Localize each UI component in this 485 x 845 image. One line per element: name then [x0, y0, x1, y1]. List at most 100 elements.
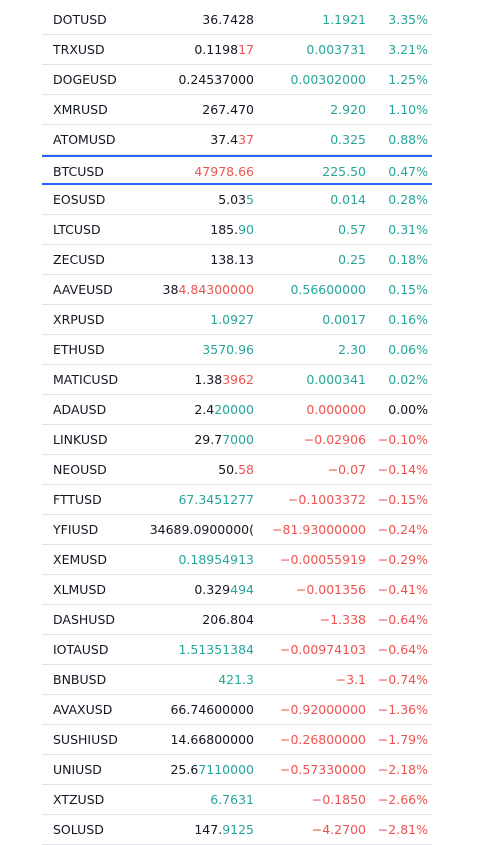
change-percent: 0.02%: [388, 372, 428, 387]
watchlist-row[interactable]: XMRUSD 267.470 2.920 1.10%: [42, 95, 432, 125]
symbol: ETHUSD: [53, 342, 105, 357]
watchlist-row[interactable]: BTCUSD 47978.66 225.50 0.47%: [42, 155, 432, 185]
change: 2.920: [330, 102, 366, 117]
watchlist-row[interactable]: ATOMUSD 37.437 0.325 0.88%: [42, 125, 432, 155]
symbol: ATOMUSD: [53, 132, 116, 147]
watchlist-row[interactable]: SUSHIUSD 14.66800000 −0.26800000 −1.79%: [42, 725, 432, 755]
price-part: 5.03: [218, 192, 247, 207]
price-part: 0.18954913: [178, 552, 254, 567]
symbol: AAVEUSD: [53, 282, 113, 297]
watchlist-row[interactable]: DOGEUSD 0.24537000 0.00302000 1.25%: [42, 65, 432, 95]
price-part: 17: [238, 42, 254, 57]
change-percent: 0.88%: [388, 132, 428, 147]
symbol: SUSHIUSD: [53, 732, 118, 747]
watchlist-row[interactable]: ADAUSD 2.420000 0.000000 0.00%: [42, 395, 432, 425]
watchlist-row[interactable]: ETHUSD 3570.96 2.30 0.06%: [42, 335, 432, 365]
price-part: 3962: [222, 372, 254, 387]
watchlist-row[interactable]: AAVEUSD 384.84300000 0.56600000 0.15%: [42, 275, 432, 305]
last-price: 50.58: [218, 455, 254, 484]
change-percent: 3.21%: [388, 42, 428, 57]
change: 0.014: [330, 192, 366, 207]
change-percent: 0.06%: [388, 342, 428, 357]
price-part: 14.66800000: [170, 732, 254, 747]
symbol: LINKUSD: [53, 432, 108, 447]
price-part: 7110000: [198, 762, 254, 777]
last-price: 206.804: [202, 605, 254, 634]
symbol: EOSUSD: [53, 192, 106, 207]
watchlist-row[interactable]: SOLUSD 147.9125 −4.2700 −2.81%: [42, 815, 432, 845]
watchlist-row[interactable]: FTTUSD 67.3451277 −0.1003372 −0.15%: [42, 485, 432, 515]
change: −0.001356: [295, 582, 366, 597]
watchlist-row[interactable]: YFIUSD 34689.0900000(−81.93000000 −0.24%: [42, 515, 432, 545]
price-part: 138.13: [210, 252, 254, 267]
change-percent: −2.66%: [377, 792, 428, 807]
watchlist-row[interactable]: NEOUSD 50.58 −0.07 −0.14%: [42, 455, 432, 485]
watchlist-row[interactable]: EOSUSD 5.035 0.014 0.28%: [42, 185, 432, 215]
symbol: DASHUSD: [53, 612, 115, 627]
watchlist-row[interactable]: BNBUSD 421.3 −3.1 −0.74%: [42, 665, 432, 695]
price-part: 38: [162, 282, 179, 297]
watchlist-row[interactable]: DOTUSD 36.7428 1.1921 3.35%: [42, 5, 432, 35]
change: −0.1003372: [287, 492, 366, 507]
price-part: 50.: [218, 462, 239, 477]
watchlist-row[interactable]: AVAXUSD 66.74600000 −0.92000000 −1.36%: [42, 695, 432, 725]
change: 0.325: [330, 132, 366, 147]
last-price: 421.3: [218, 665, 254, 694]
symbol: LTCUSD: [53, 222, 101, 237]
last-price: 36.7428: [202, 5, 254, 34]
change-percent: 0.31%: [388, 222, 428, 237]
change-percent: −2.81%: [377, 822, 428, 837]
price-part: 47978.66: [194, 164, 254, 179]
price-part: 90: [238, 222, 254, 237]
price-part: 147.: [194, 822, 223, 837]
watchlist-row[interactable]: ZECUSD 138.13 0.25 0.18%: [42, 245, 432, 275]
change-percent: −0.64%: [377, 642, 428, 657]
symbol: TRXUSD: [53, 42, 105, 57]
symbol: XEMUSD: [53, 552, 107, 567]
watchlist-row[interactable]: DASHUSD 206.804 −1.338 −0.64%: [42, 605, 432, 635]
watchlist-row[interactable]: XLMUSD 0.329494 −0.001356 −0.41%: [42, 575, 432, 605]
last-price: 0.119817: [194, 35, 254, 64]
change-percent: 0.18%: [388, 252, 428, 267]
watchlist-row[interactable]: LINKUSD 29.77000 −0.02906 −0.10%: [42, 425, 432, 455]
change: 0.25: [338, 252, 366, 267]
price-part: 37: [238, 132, 254, 147]
price-part: 5: [246, 192, 254, 207]
change: 0.0017: [322, 312, 366, 327]
change-percent: 0.47%: [388, 164, 428, 179]
price-part: 267.470: [202, 102, 254, 117]
symbol: NEOUSD: [53, 462, 107, 477]
change: −0.92000000: [279, 702, 366, 717]
last-price: 1.0927: [210, 305, 254, 334]
symbol: ZECUSD: [53, 252, 105, 267]
price-part: 25.6: [170, 762, 199, 777]
watchlist-row[interactable]: XRPUSD 1.0927 0.0017 0.16%: [42, 305, 432, 335]
symbol: SOLUSD: [53, 822, 104, 837]
symbol: BTCUSD: [53, 164, 104, 179]
change-percent: −0.14%: [377, 462, 428, 477]
change: 0.57: [338, 222, 366, 237]
change: −3.1: [335, 672, 366, 687]
last-price: 29.77000: [194, 425, 254, 454]
change: 2.30: [338, 342, 366, 357]
last-price: 147.9125: [194, 815, 254, 844]
price-part: 494: [230, 582, 254, 597]
price-part: 29.7: [194, 432, 223, 447]
last-price: 37.437: [210, 125, 254, 154]
change-percent: −1.36%: [377, 702, 428, 717]
change-percent: 0.15%: [388, 282, 428, 297]
watchlist-row[interactable]: UNIUSD 25.67110000 −0.57330000 −2.18%: [42, 755, 432, 785]
price-part: 67.3451277: [178, 492, 254, 507]
watchlist-row[interactable]: XTZUSD 6.7631 −0.1850 −2.66%: [42, 785, 432, 815]
watchlist-row[interactable]: TRXUSD 0.119817 0.003731 3.21%: [42, 35, 432, 65]
symbol: MATICUSD: [53, 372, 119, 387]
last-price: 0.24537000: [178, 65, 254, 94]
last-price: 66.74600000: [170, 695, 254, 724]
watchlist-row[interactable]: LTCUSD 185.90 0.57 0.31%: [42, 215, 432, 245]
watchlist-row[interactable]: IOTAUSD 1.51351384 −0.00974103 −0.64%: [42, 635, 432, 665]
change-percent: −0.64%: [377, 612, 428, 627]
watchlist-row[interactable]: MATICUSD 1.383962 0.000341 0.02%: [42, 365, 432, 395]
last-price: 1.51351384: [178, 635, 254, 664]
last-price: 5.035: [218, 185, 254, 214]
watchlist-row[interactable]: XEMUSD 0.18954913 −0.00055919 −0.29%: [42, 545, 432, 575]
